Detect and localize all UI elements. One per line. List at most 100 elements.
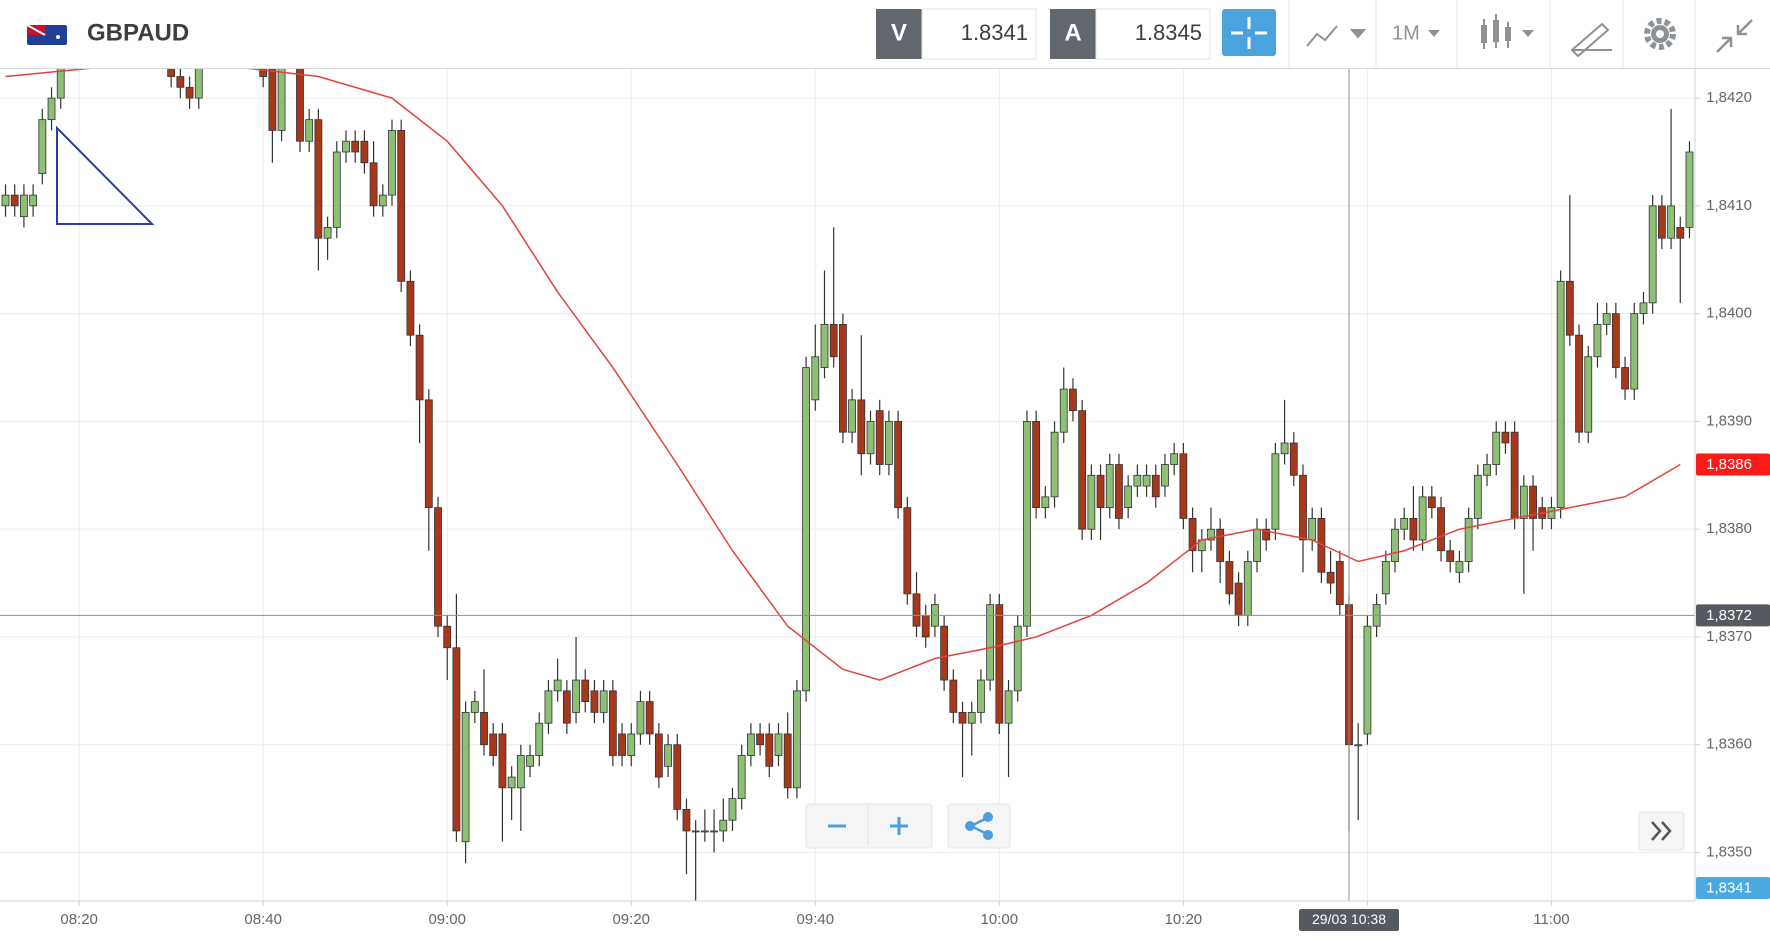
candle-body: [1455, 561, 1464, 573]
candle-body: [1069, 388, 1077, 412]
candle-body: [645, 701, 654, 735]
candle-body: [1023, 421, 1031, 627]
sell-label: V: [891, 19, 907, 46]
candle-body: [1630, 313, 1639, 390]
timeframe[interactable]: 1M: [1392, 22, 1420, 44]
header: GBPAUD V 1.8341 A 1.8345 1M: [0, 0, 1770, 69]
candle-body: [654, 733, 663, 778]
chart-type-button[interactable]: [1481, 14, 1534, 49]
candle-body: [10, 194, 19, 207]
crosshair-y-tag: [1696, 604, 1770, 627]
candle-body: [1483, 464, 1491, 476]
x-tick-label: 10:00: [981, 911, 1019, 928]
candle-body: [599, 690, 608, 713]
candle-body: [1427, 496, 1436, 509]
candle-body: [1326, 571, 1335, 584]
candle-body: [1519, 485, 1528, 519]
candle-body: [1059, 388, 1068, 433]
candle-body: [1547, 507, 1556, 519]
candle-body: [1262, 528, 1271, 541]
sell-price-box[interactable]: [921, 8, 1037, 60]
candle-body: [728, 798, 737, 821]
candle-body: [875, 410, 884, 465]
candle-body: [1464, 518, 1473, 562]
candle-body: [921, 615, 930, 638]
candle-body: [1621, 367, 1629, 390]
zoom-in[interactable]: [890, 817, 908, 835]
crosshair-y-label: 1,8372: [1706, 607, 1752, 624]
x-tick-label: 08:20: [60, 911, 98, 928]
price-tag: [1696, 877, 1770, 899]
candle-body: [1207, 528, 1215, 541]
candle-body: [29, 194, 38, 207]
indicator-button[interactable]: [1306, 25, 1367, 47]
candle-body: [1289, 442, 1298, 476]
candle-body: [1667, 205, 1675, 239]
candle-body: [1032, 421, 1041, 509]
candle-body: [1639, 302, 1648, 315]
candle-body: [1243, 561, 1252, 616]
candle-body: [526, 755, 534, 767]
candle-body: [1648, 205, 1657, 304]
flag-icon: [26, 24, 67, 45]
candle-body: [1253, 528, 1261, 562]
candle-body: [369, 162, 378, 207]
share-button[interactable]: [947, 803, 1011, 849]
candle-body: [1170, 453, 1179, 465]
draw-button[interactable]: [1570, 22, 1612, 58]
candle-body: [1676, 227, 1685, 239]
candle-body: [1105, 464, 1114, 509]
y-tick-label: 1,8380: [1706, 520, 1752, 537]
candle-body: [885, 421, 893, 465]
candle-body: [1087, 474, 1096, 530]
candle-body: [710, 830, 718, 833]
candle-body: [1409, 518, 1418, 541]
candle-body: [296, 69, 304, 142]
candle-body: [277, 69, 286, 131]
price-tag-label: 1,8386: [1706, 456, 1752, 473]
crosshair-button[interactable]: [1222, 9, 1276, 56]
candle-body: [977, 679, 985, 713]
buy-price: 1.8345: [1135, 20, 1202, 45]
candle-body: [56, 69, 65, 99]
y-tick-label: 1,8370: [1706, 628, 1752, 645]
candle-body: [1280, 442, 1289, 455]
candle-body: [848, 399, 857, 433]
x-tick-label: 11:00: [1533, 911, 1569, 928]
candle-body: [1381, 561, 1390, 595]
x-tick-label: 09:20: [612, 911, 650, 928]
candle-body: [323, 227, 332, 239]
candle-body: [1529, 485, 1537, 519]
candle-body: [746, 733, 755, 756]
settings-button[interactable]: [1644, 18, 1676, 50]
candle-body: [259, 69, 268, 77]
moving-average: [5, 69, 1681, 681]
y-tick-label: 1,8390: [1706, 412, 1752, 429]
candle-body: [1271, 453, 1280, 530]
candle-body: [590, 690, 599, 713]
candle-body: [1142, 474, 1151, 487]
candle-body: [1400, 518, 1409, 530]
candle-body: [572, 679, 580, 713]
candle-body: [1335, 561, 1344, 606]
candle-body: [1391, 528, 1399, 562]
scroll-end-button[interactable]: [1638, 811, 1685, 851]
candle-body: [470, 701, 479, 713]
candle-body: [176, 76, 185, 88]
x-tick-label: 10:20: [1165, 911, 1203, 928]
candle-body: [967, 711, 976, 724]
candle-body: [608, 690, 617, 756]
buy-price-box[interactable]: [1095, 8, 1211, 60]
candle-body: [1151, 474, 1160, 498]
buy-button[interactable]: [1050, 9, 1096, 59]
drawn-triangle: [56, 125, 155, 225]
sell-button[interactable]: [876, 9, 922, 59]
y-tick-label: 1,8360: [1706, 736, 1752, 753]
candle-body: [268, 69, 277, 131]
candle-body: [1575, 334, 1583, 433]
x-tick-label: 09:00: [428, 911, 466, 928]
collapse-button[interactable]: [1716, 19, 1753, 53]
candle-body: [673, 744, 682, 810]
candle-body: [378, 194, 387, 207]
